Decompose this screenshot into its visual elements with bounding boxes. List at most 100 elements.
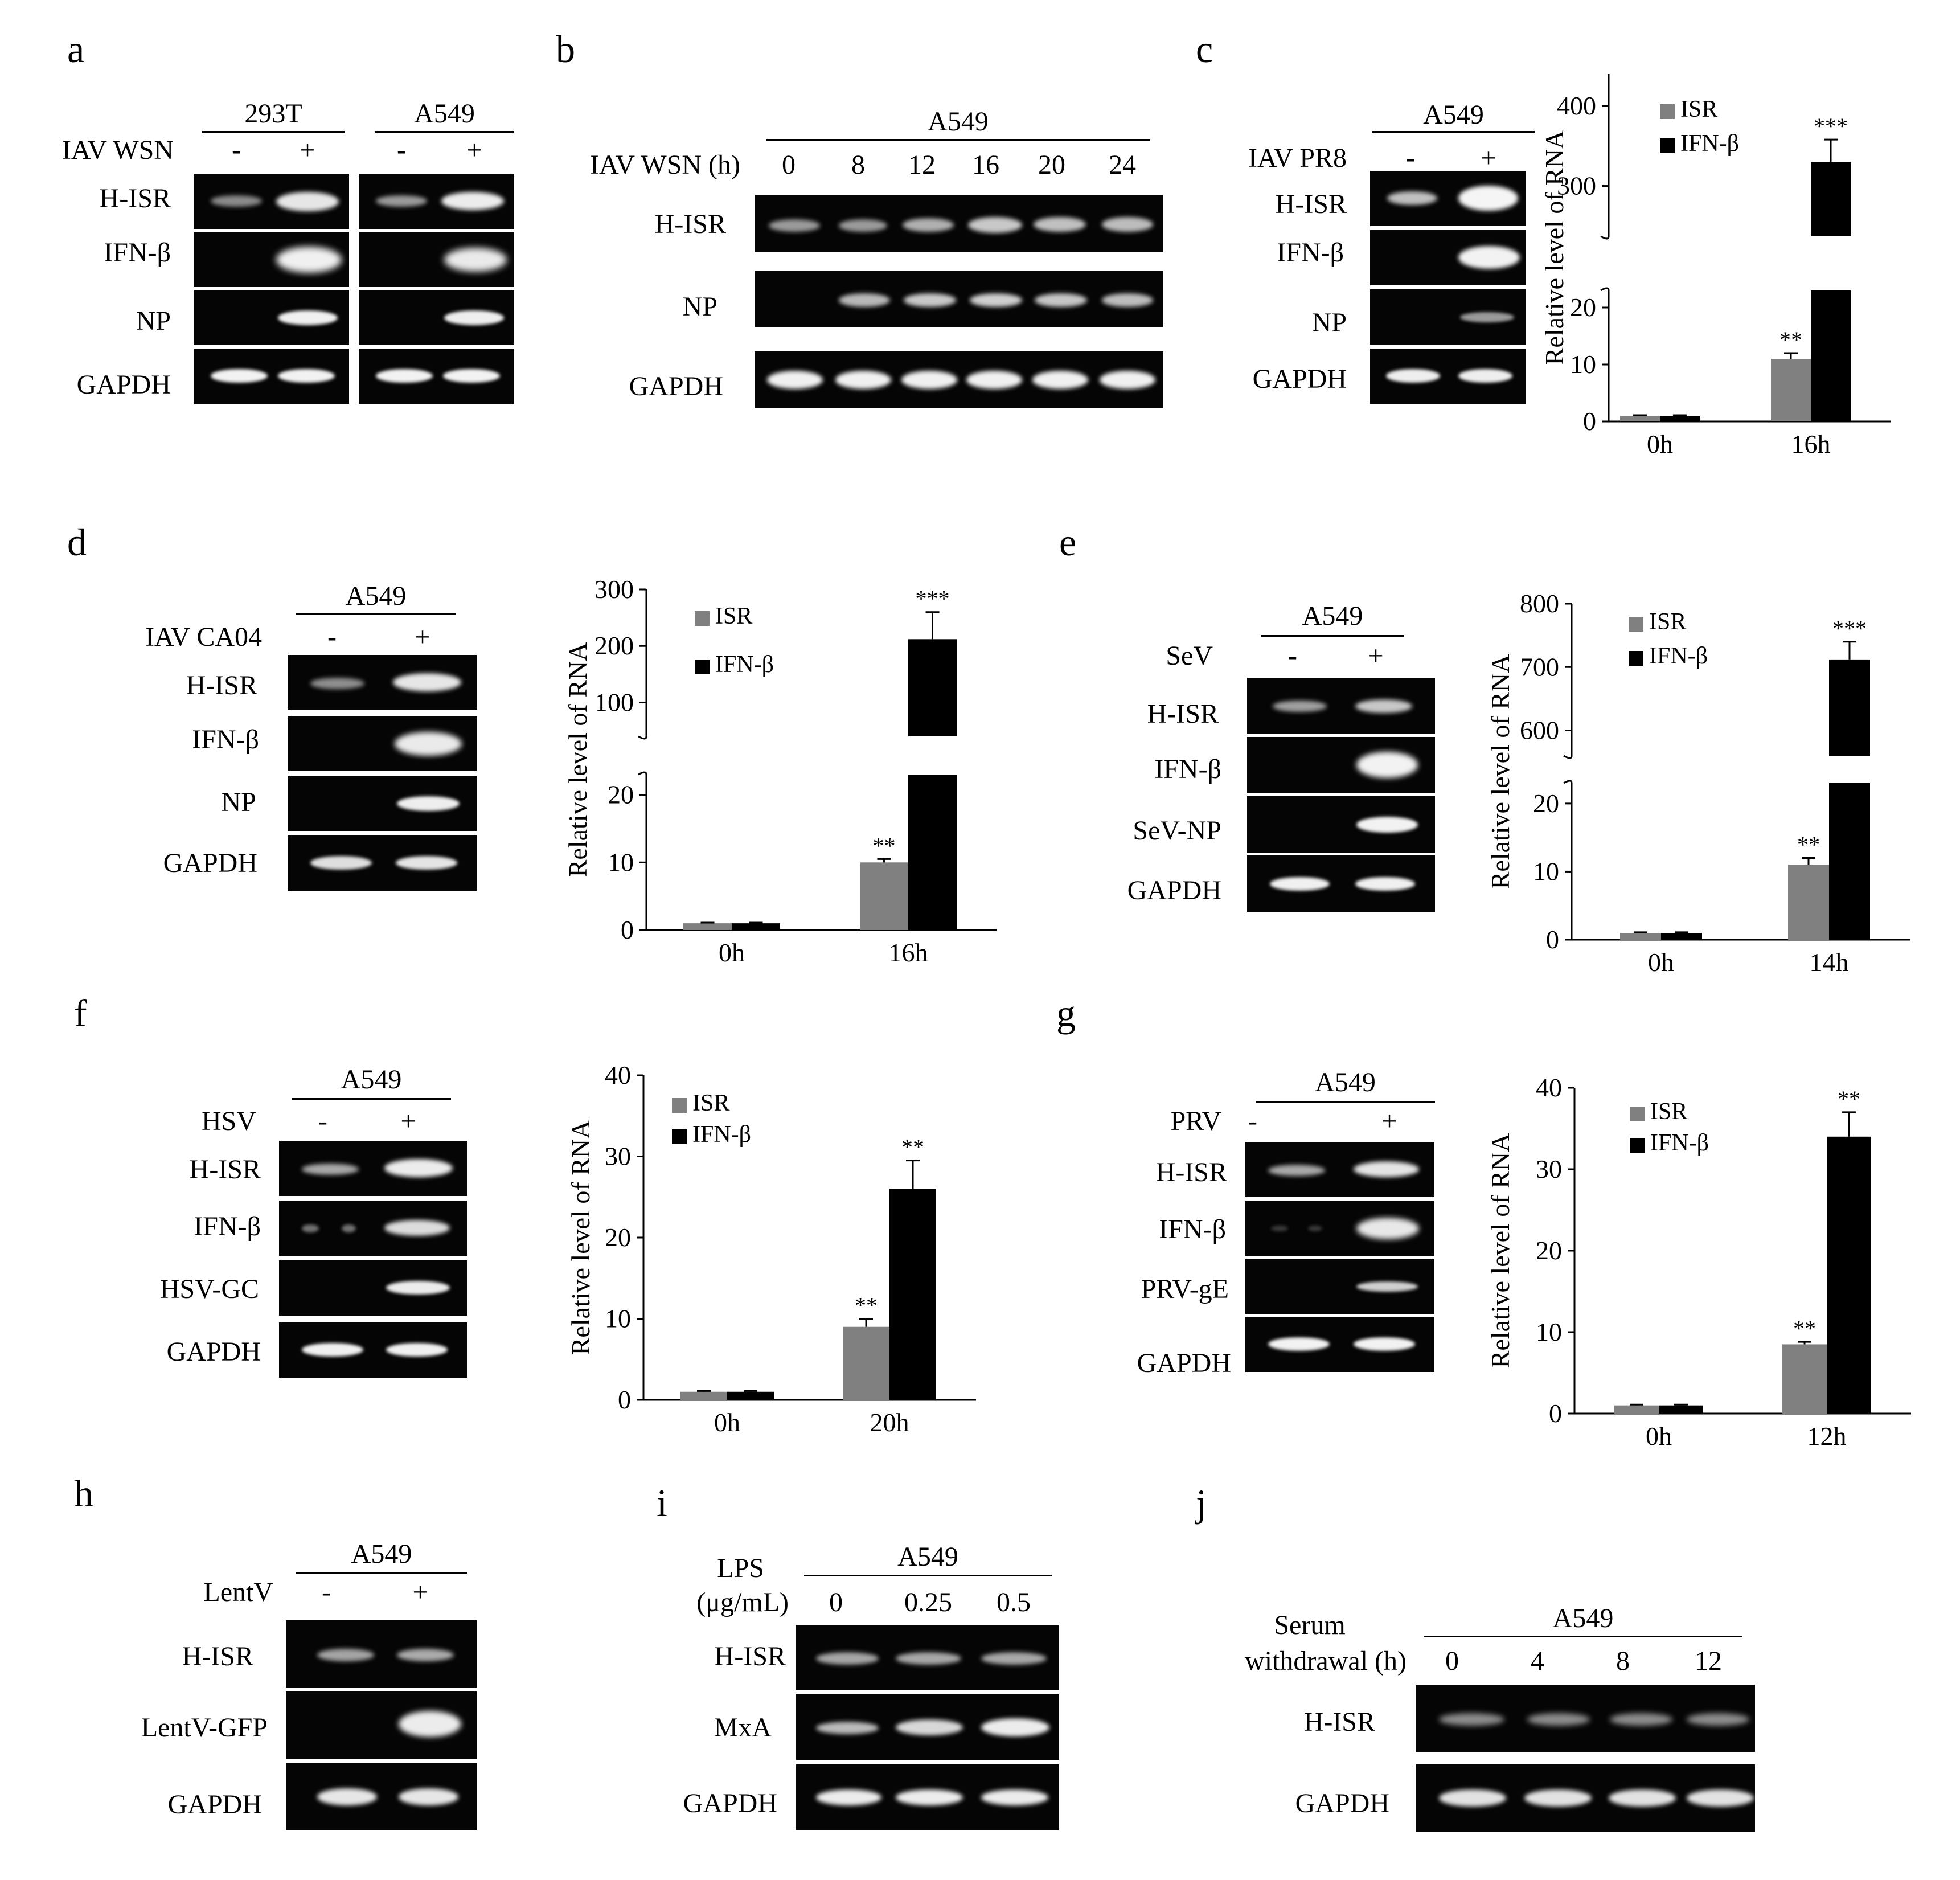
group-line <box>202 131 345 133</box>
row-label: GAPDH <box>166 1337 261 1367</box>
gel-image <box>1245 1142 1434 1197</box>
bar <box>1620 933 1661 940</box>
treatment-label: HSV <box>201 1106 256 1136</box>
gel-image <box>755 351 1163 408</box>
y-tick-label: 10 <box>608 847 634 876</box>
treatment-label: IAV WSN (h) <box>589 150 740 180</box>
row-label: H-ISR <box>1147 699 1219 729</box>
group-label: A549 <box>928 107 989 137</box>
row-label: IFN-β <box>104 237 171 268</box>
group-line <box>292 1098 451 1100</box>
gel-image <box>1245 1259 1434 1314</box>
gel-image <box>1247 796 1435 853</box>
row-label: H-ISR <box>186 670 257 701</box>
group-line <box>1424 1636 1742 1637</box>
x-tick-label: 16h <box>1791 429 1831 458</box>
panel-label-c: c <box>1196 27 1213 71</box>
legend-label: ISR <box>1649 609 1686 635</box>
y-tick-label: 0 <box>1583 407 1596 436</box>
lane-label: + <box>400 1106 416 1136</box>
bar <box>1827 1136 1871 1414</box>
lane-label: - <box>327 622 337 652</box>
panel-label-i: i <box>657 1481 667 1525</box>
group-label: A549 <box>1423 100 1484 130</box>
row-label: NP <box>136 306 171 336</box>
lane-label: 8 <box>1616 1646 1630 1676</box>
bar <box>1782 1344 1827 1414</box>
gel-image <box>1370 230 1526 285</box>
legend-label: IFN-β <box>1680 130 1739 157</box>
gel-image <box>755 271 1163 327</box>
lane-label: - <box>1288 641 1297 671</box>
gel-image <box>286 1620 477 1688</box>
row-label: LentV-GFP <box>141 1713 268 1743</box>
bar <box>1811 290 1851 421</box>
group-label: A549 <box>897 1542 958 1572</box>
y-tick-label: 800 <box>1520 589 1559 618</box>
y-tick-label: 300 <box>594 575 634 604</box>
significance-marker: ** <box>1779 327 1802 353</box>
group-label: A549 <box>1552 1603 1614 1633</box>
gel-image <box>1416 1685 1755 1752</box>
row-label: PRV-gE <box>1141 1274 1229 1304</box>
group-line <box>375 131 514 133</box>
gel-image <box>194 232 349 287</box>
bar-chart-g: 0 10 20 30 40 Relative level of RNA 0h 12h ** ** I… <box>1486 1073 1911 1451</box>
lane-label: - <box>318 1106 327 1136</box>
gel-image <box>279 1322 467 1378</box>
significance-marker: ** <box>901 1134 924 1160</box>
y-tick-label: 20 <box>608 780 634 809</box>
row-label: SeV-NP <box>1133 816 1221 846</box>
gel-image <box>359 174 514 229</box>
row-label: HSV-GC <box>159 1274 259 1304</box>
legend-swatch <box>1630 1138 1645 1153</box>
bar <box>1811 162 1851 236</box>
legend-label: IFN-β <box>715 652 774 678</box>
gel-image <box>796 1694 1059 1760</box>
bar <box>1660 416 1700 421</box>
row-label: GAPDH <box>1252 364 1347 394</box>
gel-image <box>796 1764 1059 1830</box>
bar <box>727 1391 774 1400</box>
y-tick-label: 20 <box>1570 293 1596 322</box>
legend-swatch <box>1629 617 1643 632</box>
lane-label: 0.25 <box>904 1587 952 1617</box>
row-label: GAPDH <box>1127 875 1221 906</box>
panel-label-e: e <box>1059 521 1077 564</box>
bar <box>1659 1405 1703 1414</box>
y-axis-label: Relative level of RNA <box>566 1120 595 1355</box>
gel-image <box>279 1141 467 1196</box>
gel-image <box>359 349 514 404</box>
y-tick-label: 0 <box>621 915 634 944</box>
axis-break-mark <box>1600 287 1610 292</box>
lane-label: 8 <box>851 150 865 180</box>
lane-label: - <box>1406 143 1415 173</box>
gel-image <box>288 776 477 831</box>
lane-label: + <box>300 135 315 165</box>
row-label: NP <box>221 787 256 817</box>
row-label: H-ISR <box>714 1641 786 1672</box>
y-tick-label: 200 <box>594 631 634 660</box>
gel-image <box>279 1201 467 1256</box>
y-tick-label: 100 <box>594 687 634 716</box>
group-line <box>296 613 456 615</box>
x-tick-label: 20h <box>870 1408 909 1437</box>
bar-chart-f: 0 10 20 30 40 Relative level of RNA 0h 20h ** ** I… <box>566 1060 976 1437</box>
treatment-label-line1: LPS <box>717 1553 764 1583</box>
lane-label: + <box>1368 641 1384 671</box>
panel-label-g: g <box>1056 992 1076 1035</box>
legend-swatch <box>695 611 710 626</box>
legend-label: ISR <box>715 603 752 629</box>
treatment-label-line2: withdrawal (h) <box>1245 1646 1407 1676</box>
lane-label: 0.5 <box>997 1587 1031 1617</box>
gel-image <box>194 349 349 404</box>
axis-break-mark <box>1563 780 1573 784</box>
treatment-label: SeV <box>1166 641 1213 671</box>
group-label-293t: 293T <box>244 99 302 129</box>
y-axis-label: Relative level of RNA <box>1486 654 1515 890</box>
group-label: A549 <box>1315 1067 1376 1097</box>
significance-marker: ** <box>1793 1316 1816 1341</box>
row-label: GAPDH <box>1137 1348 1231 1378</box>
bar-chart-d: 0 10 20 100 200 300 Relative level of RNA 0h 16h… <box>563 575 997 967</box>
bar <box>889 1189 936 1400</box>
